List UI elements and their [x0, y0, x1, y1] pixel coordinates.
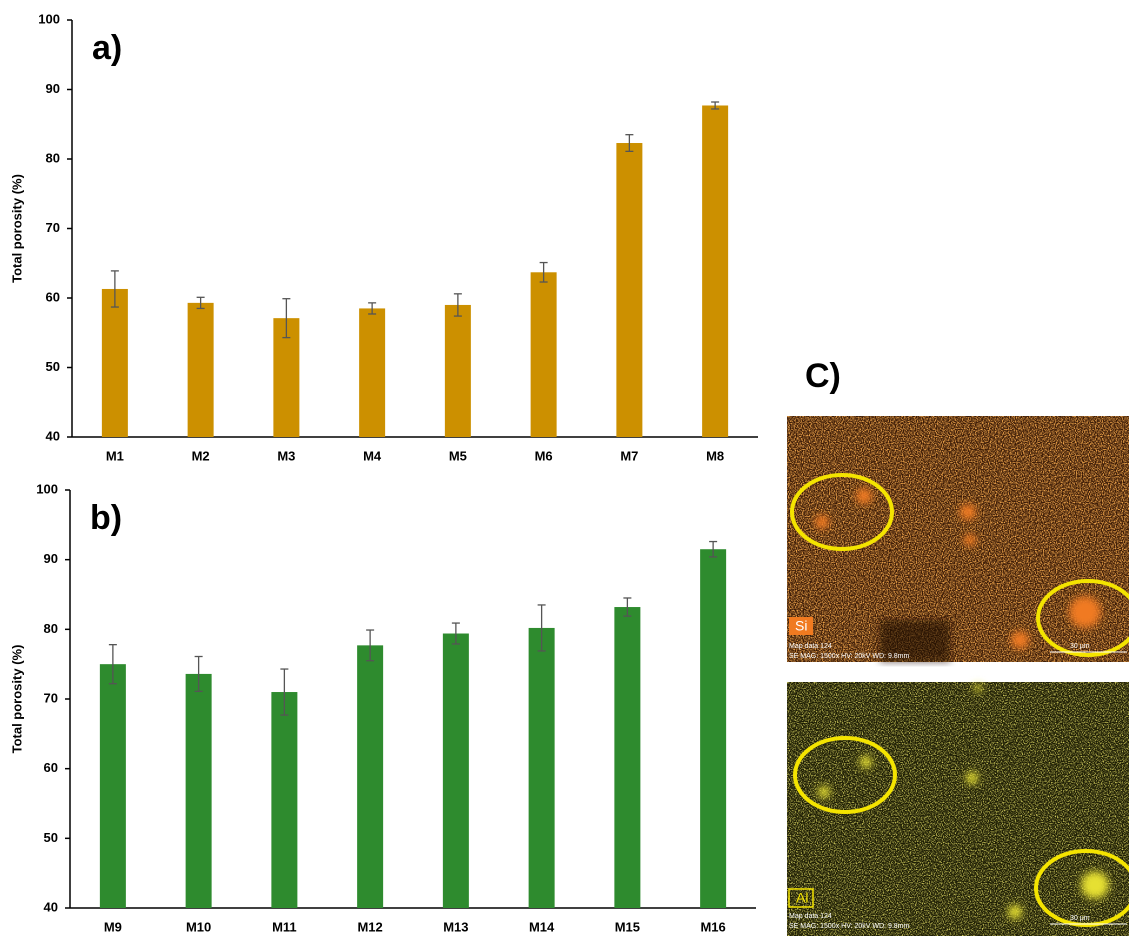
- bar: [186, 674, 212, 908]
- figure: C) Si Map data 124 SE MAG: 1500x HV: 20k…: [0, 0, 1129, 936]
- x-tick-label: M3: [277, 448, 295, 463]
- scale-label: 30 µm: [1070, 915, 1090, 922]
- x-tick-label: M11: [272, 919, 297, 934]
- y-tick-label: 40: [46, 428, 60, 443]
- bar: [529, 628, 555, 908]
- y-tick-label: 70: [44, 690, 58, 705]
- x-tick-label: M15: [615, 919, 640, 934]
- bar: [357, 645, 383, 908]
- y-tick-label: 60: [44, 760, 58, 775]
- y-tick-label: 90: [46, 81, 60, 96]
- y-tick-label: 100: [38, 11, 60, 26]
- scale-label: 30 µm: [1070, 643, 1090, 650]
- bar: [100, 664, 126, 908]
- bar: [531, 272, 557, 437]
- caption: Map data 124: [789, 913, 832, 920]
- bar: [700, 549, 726, 908]
- x-tick-label: M10: [186, 919, 211, 934]
- x-tick-label: M7: [620, 448, 638, 463]
- element-label: Al: [796, 890, 808, 906]
- y-tick-label: 80: [44, 621, 58, 636]
- bar: [188, 303, 214, 437]
- x-tick-label: M1: [106, 448, 124, 463]
- caption: Map data 124: [789, 643, 832, 650]
- bar: [271, 692, 297, 908]
- bar: [443, 634, 469, 908]
- x-tick-label: M6: [535, 448, 553, 463]
- y-tick-label: 100: [36, 481, 58, 496]
- x-tick-label: M13: [443, 919, 468, 934]
- x-tick-label: M14: [529, 919, 555, 934]
- bar: [445, 305, 471, 437]
- settings: SE MAG: 1500x HV: 20kV WD: 9.8mm: [789, 653, 910, 660]
- x-tick-label: M12: [357, 919, 382, 934]
- bar: [702, 105, 728, 437]
- bar: [614, 607, 640, 908]
- x-tick-label: M8: [706, 448, 724, 463]
- y-tick-label: 70: [46, 220, 60, 235]
- element-label: Si: [795, 618, 807, 634]
- panel-label: C): [805, 357, 841, 395]
- panel-label: b): [90, 499, 122, 537]
- y-tick-label: 50: [46, 359, 60, 374]
- settings: SE MAG: 1500x HV: 20kV WD: 9.8mm: [789, 923, 910, 930]
- x-tick-label: M4: [363, 448, 382, 463]
- y-tick-label: 50: [44, 830, 58, 845]
- panel-label: a): [92, 29, 122, 67]
- y-tick-label: 90: [44, 551, 58, 566]
- x-tick-label: M16: [700, 919, 725, 934]
- x-tick-label: M9: [104, 919, 122, 934]
- y-tick-label: 60: [46, 289, 60, 304]
- page: C) Si Map data 124 SE MAG: 1500x HV: 20k…: [0, 0, 1129, 936]
- y-tick-label: 80: [46, 150, 60, 165]
- si-map: Si Map data 124 SE MAG: 1500x HV: 20kV W…: [787, 416, 1129, 662]
- y-axis-title: Total porosity (%): [9, 645, 24, 754]
- bar: [102, 289, 128, 437]
- y-axis-title: Total porosity (%): [9, 174, 24, 283]
- x-tick-label: M2: [192, 448, 210, 463]
- bar: [616, 143, 642, 437]
- x-tick-label: M5: [449, 448, 467, 463]
- al-map: Al Map data 124 SE MAG: 1500x HV: 20kV W…: [787, 682, 1129, 936]
- y-tick-label: 40: [44, 899, 58, 914]
- bar: [359, 308, 385, 437]
